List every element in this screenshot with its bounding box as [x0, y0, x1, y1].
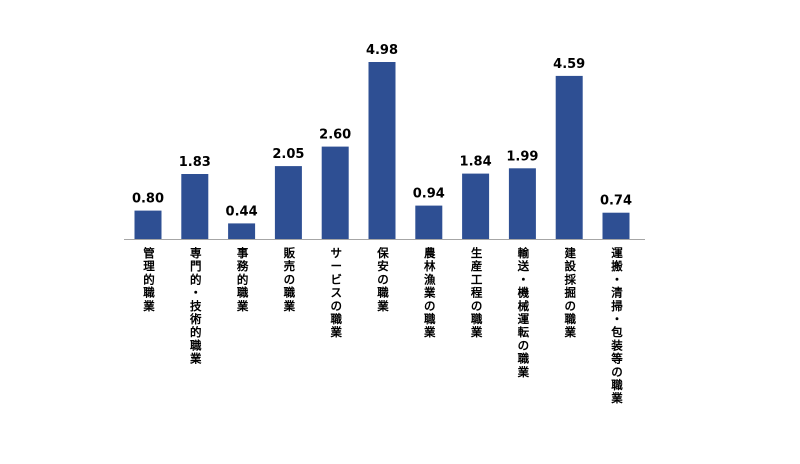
bar — [462, 173, 490, 239]
category-label: 農林漁業の職業 — [423, 246, 436, 339]
category-label: 生産工程の職業 — [470, 246, 483, 339]
bar — [228, 223, 256, 239]
data-label: 4.98 — [366, 43, 398, 58]
data-label: 0.94 — [413, 187, 445, 202]
data-label: 1.99 — [506, 149, 538, 164]
category-label: 販売の職業 — [283, 246, 296, 313]
category-label: 保安の職業 — [376, 246, 389, 313]
data-label: 4.59 — [553, 57, 585, 72]
bar — [415, 205, 443, 239]
category-label: 専門的・技術的職業 — [189, 246, 202, 366]
bar — [555, 75, 583, 240]
bar — [602, 212, 630, 239]
data-label: 1.83 — [179, 155, 211, 170]
data-label: 0.44 — [226, 204, 258, 219]
bar — [181, 174, 209, 239]
data-label: 2.60 — [319, 128, 351, 143]
category-label: 建設採掘の職業 — [563, 246, 576, 339]
bar — [274, 166, 302, 239]
category-label: 管理的職業 — [142, 246, 155, 313]
bar — [508, 168, 536, 239]
category-label: 運搬・清掃・包装等の職業 — [610, 246, 623, 405]
bar — [321, 146, 349, 239]
data-label: 0.74 — [600, 194, 632, 209]
category-label: 輸送・機械運転の職業 — [517, 246, 530, 379]
category-label: サービスの職業 — [329, 246, 342, 339]
data-label: 2.05 — [272, 147, 304, 162]
category-label: 事務的職業 — [236, 246, 249, 313]
bar — [134, 210, 162, 239]
data-label: 0.80 — [132, 192, 164, 207]
bar — [368, 62, 396, 239]
data-label: 1.84 — [460, 155, 492, 170]
